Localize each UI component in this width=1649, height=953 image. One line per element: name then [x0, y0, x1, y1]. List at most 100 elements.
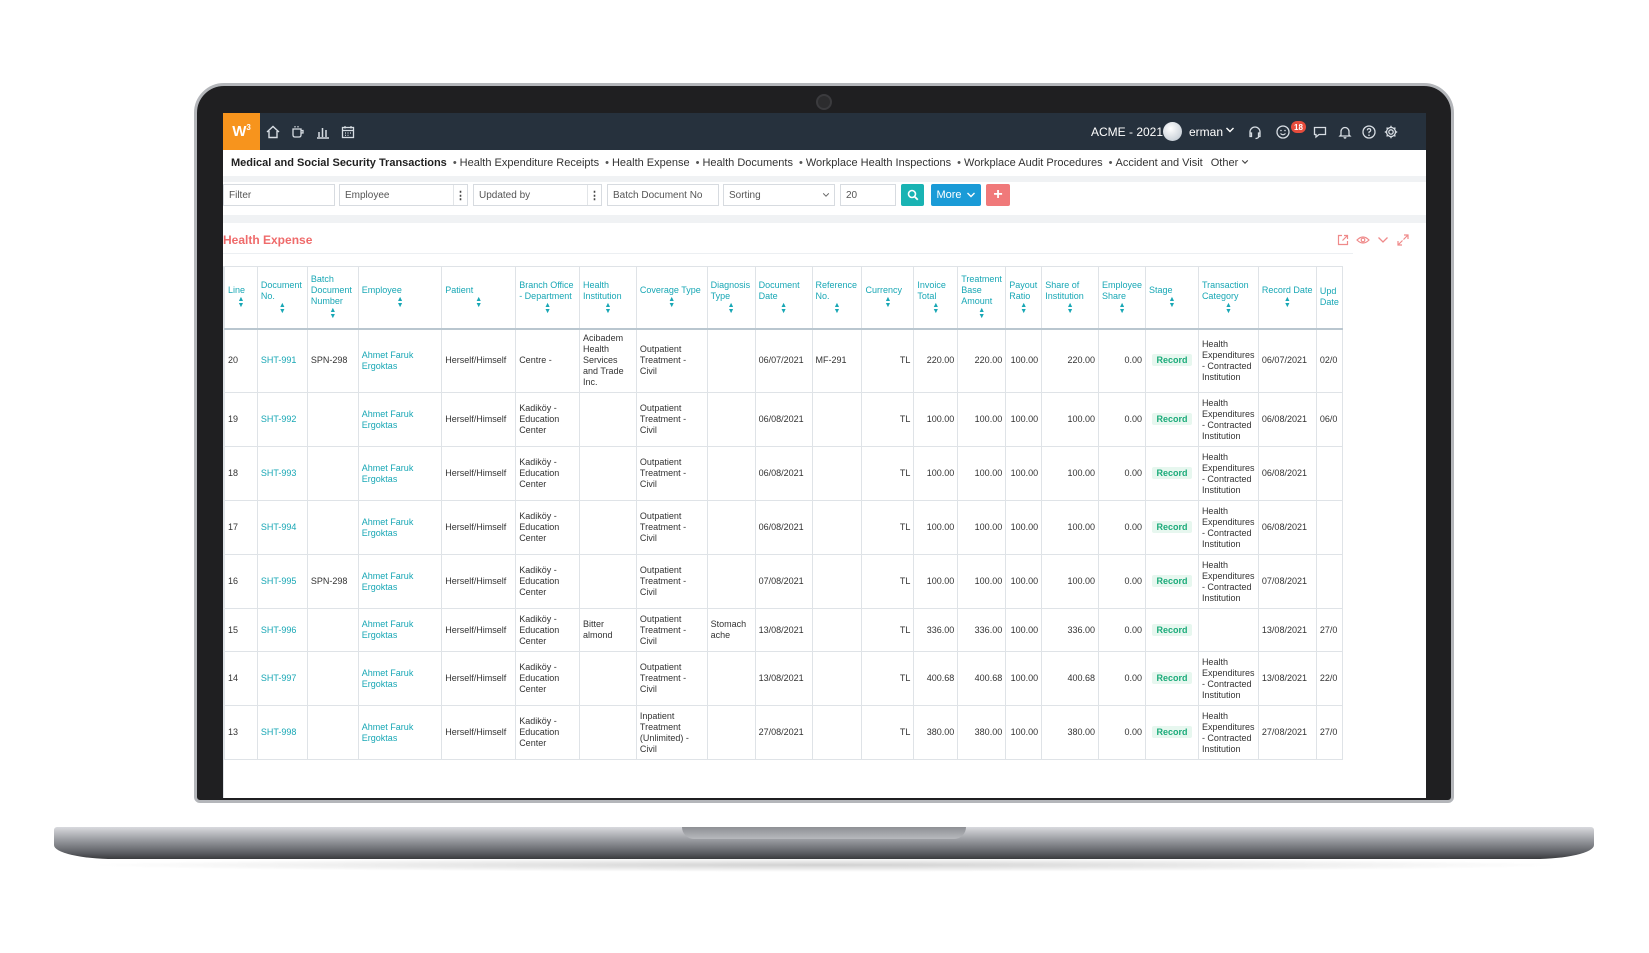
- user-name[interactable]: erman: [1189, 125, 1224, 139]
- column-header-stage[interactable]: Stage ▲ ▼: [1145, 266, 1199, 330]
- sort-icon[interactable]: ▲ ▼: [604, 301, 612, 315]
- employee-options-icon[interactable]: ⋮: [453, 185, 467, 205]
- column-header-batch[interactable]: Batch Document Number ▲ ▼: [306, 266, 359, 330]
- sort-icon[interactable]: ▲ ▼: [727, 301, 735, 315]
- column-header-ref[interactable]: Reference No. ▲ ▼: [811, 266, 863, 330]
- column-header-line[interactable]: Line ▲ ▼: [224, 266, 258, 330]
- sort-icon[interactable]: ▲ ▼: [396, 296, 404, 310]
- export-icon[interactable]: [1336, 233, 1350, 247]
- column-header-ratio[interactable]: Payout Ratio ▲ ▼: [1005, 266, 1043, 330]
- avatar[interactable]: [1163, 122, 1182, 141]
- column-header-diagnosis[interactable]: Diagnosis Type ▲ ▼: [706, 266, 756, 330]
- coffee-icon[interactable]: [290, 124, 306, 140]
- column-header-date[interactable]: Document Date ▲ ▼: [754, 266, 813, 330]
- breadcrumb-item-health-expense[interactable]: Health Expense: [611, 157, 690, 169]
- home-icon[interactable]: [265, 124, 281, 140]
- sort-icon[interactable]: ▲ ▼: [1224, 301, 1232, 315]
- cell-employee[interactable]: Ahmet Faruk Ergoktas: [357, 328, 443, 393]
- eye-icon[interactable]: [1356, 233, 1370, 247]
- sort-icon[interactable]: ▲ ▼: [1168, 296, 1176, 310]
- cell-doc[interactable]: SHT-994: [256, 500, 308, 555]
- cell-employee[interactable]: Ahmet Faruk Ergoktas: [357, 705, 443, 760]
- search-button[interactable]: [901, 184, 924, 206]
- column-header-institution[interactable]: Health Institution ▲ ▼: [579, 266, 637, 330]
- table-row[interactable]: 14 SHT-997 Ahmet Faruk Ergoktas Herself/Him…: [224, 651, 1343, 706]
- breadcrumb-item-health-expenditure-receipts[interactable]: Health Expenditure Receipts: [459, 157, 600, 169]
- column-header-coverage[interactable]: Coverage Type ▲ ▼: [635, 266, 708, 330]
- sort-icon[interactable]: ▲ ▼: [278, 301, 286, 315]
- chevron-down-icon[interactable]: [1225, 125, 1235, 135]
- column-header-category[interactable]: Transaction Category ▲ ▼: [1197, 266, 1259, 330]
- breadcrumb-item-workplace-health-inspections[interactable]: Workplace Health Inspections: [805, 157, 952, 169]
- column-header-invoice[interactable]: Invoice Total ▲ ▼: [913, 266, 959, 330]
- cell-employee[interactable]: Ahmet Faruk Ergoktas: [357, 608, 443, 652]
- company-selector[interactable]: ACME - 2021: [1091, 125, 1164, 139]
- sort-icon[interactable]: ▲ ▼: [1283, 296, 1291, 310]
- help-icon[interactable]: [1361, 124, 1377, 140]
- table-row[interactable]: 18 SHT-993 Ahmet Faruk Ergoktas Herself/Him…: [224, 446, 1343, 501]
- table-row[interactable]: 15 SHT-996 Ahmet Faruk Ergoktas Herself/Him…: [224, 608, 1343, 652]
- sort-icon[interactable]: ▲ ▼: [544, 301, 552, 315]
- column-header-doc[interactable]: Document No. ▲ ▼: [256, 266, 308, 330]
- sort-icon[interactable]: ▲ ▼: [1020, 301, 1028, 315]
- chevron-down-icon[interactable]: [1376, 233, 1390, 247]
- cell-employee[interactable]: Ahmet Faruk Ergoktas: [357, 554, 443, 609]
- sort-icon[interactable]: ▲ ▼: [1066, 301, 1074, 315]
- cell-employee[interactable]: Ahmet Faruk Ergoktas: [357, 392, 443, 447]
- page-size-input[interactable]: 20: [840, 184, 896, 206]
- cell-doc[interactable]: SHT-995: [256, 554, 308, 609]
- table-row[interactable]: 16 SHT-995 SPN-298 Ahmet Faruk Ergoktas Hers…: [224, 554, 1343, 609]
- emoji-icon[interactable]: [1275, 124, 1291, 140]
- sort-icon[interactable]: ▲ ▼: [475, 296, 483, 310]
- filter-input[interactable]: Filter: [223, 184, 335, 206]
- table-row[interactable]: 13 SHT-998 Ahmet Faruk Ergoktas Herself/Him…: [224, 705, 1343, 760]
- cell-employee[interactable]: Ahmet Faruk Ergoktas: [357, 651, 443, 706]
- gear-icon[interactable]: [1383, 124, 1399, 140]
- sort-icon[interactable]: ▲ ▼: [978, 307, 986, 321]
- column-header-base[interactable]: Treatment Base Amount ▲ ▼: [957, 266, 1007, 330]
- updated-by-options-icon[interactable]: ⋮: [587, 185, 601, 205]
- cell-employee[interactable]: Ahmet Faruk Ergoktas: [357, 446, 443, 501]
- sort-icon[interactable]: ▲ ▼: [833, 301, 841, 315]
- sort-icon[interactable]: ▲ ▼: [780, 301, 787, 315]
- cell-doc[interactable]: SHT-992: [256, 392, 308, 447]
- column-header-branch[interactable]: Branch Office - Department ▲ ▼: [515, 266, 581, 330]
- sorting-select[interactable]: Sorting: [723, 184, 835, 206]
- bar-chart-icon[interactable]: [315, 124, 331, 140]
- cell-doc[interactable]: SHT-991: [256, 328, 308, 393]
- breadcrumb-main[interactable]: Medical and Social Security Transactions: [231, 157, 447, 169]
- table-row[interactable]: 17 SHT-994 Ahmet Faruk Ergoktas Herself/Him…: [224, 500, 1343, 555]
- sort-icon[interactable]: ▲ ▼: [668, 296, 676, 310]
- breadcrumb-item-health-documents[interactable]: Health Documents: [702, 157, 793, 169]
- expand-icon[interactable]: [1396, 233, 1410, 247]
- headset-icon[interactable]: [1247, 124, 1263, 140]
- bell-icon[interactable]: [1337, 124, 1353, 140]
- add-button[interactable]: +: [986, 184, 1010, 206]
- cell-doc[interactable]: SHT-997: [256, 651, 308, 706]
- sort-icon[interactable]: ▲ ▼: [329, 307, 337, 321]
- sort-icon[interactable]: ▲ ▼: [237, 296, 245, 310]
- cell-employee[interactable]: Ahmet Faruk Ergoktas: [357, 500, 443, 555]
- breadcrumb-item-workplace-audit-procedures[interactable]: Workplace Audit Procedures: [964, 157, 1103, 169]
- sort-icon[interactable]: ▲ ▼: [1118, 301, 1126, 315]
- column-header-inst-share[interactable]: Share of Institution ▲ ▼: [1041, 266, 1100, 330]
- cell-doc[interactable]: SHT-998: [256, 705, 308, 760]
- cell-doc[interactable]: SHT-996: [256, 608, 308, 652]
- column-header-record-date[interactable]: Record Date ▲ ▼: [1257, 266, 1317, 330]
- employee-field[interactable]: Employee ⋮: [339, 184, 468, 206]
- updated-by-field[interactable]: Updated by ⋮: [473, 184, 602, 206]
- column-header-upd[interactable]: Upd Date: [1315, 266, 1343, 330]
- column-header-patient[interactable]: Patient ▲ ▼: [441, 266, 517, 330]
- batch-document-input[interactable]: Batch Document No: [607, 184, 719, 206]
- more-button[interactable]: More: [931, 184, 981, 206]
- chat-icon[interactable]: [1312, 124, 1328, 140]
- breadcrumb-other-menu[interactable]: Other: [1211, 157, 1250, 169]
- sort-icon[interactable]: ▲ ▼: [932, 301, 940, 315]
- column-header-emp-share[interactable]: Employee Share ▲ ▼: [1098, 266, 1147, 330]
- calendar-icon[interactable]: [340, 124, 356, 140]
- sort-icon[interactable]: ▲ ▼: [884, 296, 892, 310]
- breadcrumb-item-accident-and-visit[interactable]: Accident and Visit: [1115, 157, 1203, 169]
- table-row[interactable]: 19 SHT-992 Ahmet Faruk Ergoktas Herself/Him…: [224, 392, 1343, 447]
- table-row[interactable]: 20 SHT-991 SPN-298 Ahmet Faruk Ergoktas Hers…: [224, 328, 1343, 393]
